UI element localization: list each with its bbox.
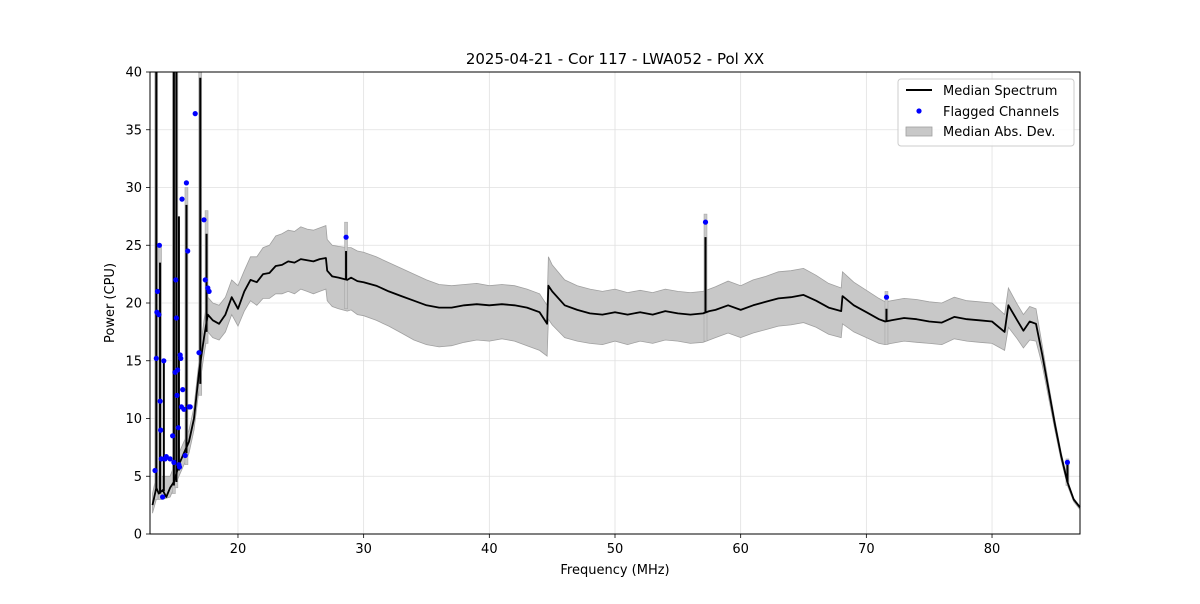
flagged-channel-point <box>156 312 162 318</box>
y-tick-label: 0 <box>134 528 142 543</box>
legend-frame <box>897 78 1075 147</box>
flagged-channel-point <box>154 288 161 294</box>
y-tick-label: 20 <box>125 297 142 312</box>
y-tick-label: 30 <box>125 181 142 196</box>
flagged-channel-point <box>158 456 164 462</box>
flagged-channel-point <box>152 467 158 474</box>
y-axis-ticks: 0 5 10 15 20 25 30 35 40 <box>125 66 150 543</box>
flagged-channel-point <box>174 392 180 398</box>
flagged-channel-point <box>192 111 198 117</box>
flagged-channel-point <box>183 180 189 186</box>
flagged-channel-point <box>187 404 193 410</box>
flagged-channel-point <box>185 248 191 254</box>
median-spectrum-line <box>151 257 1081 508</box>
legend-flagged-label: Flagged Channels <box>943 105 1059 120</box>
flagged-channel-point <box>178 355 184 361</box>
mad-band <box>152 225 1081 514</box>
flagged-channel-point <box>173 315 179 321</box>
flagged-channel-point <box>702 219 709 225</box>
flagged-channel-point <box>170 433 176 439</box>
flagged-channel-point <box>158 427 164 433</box>
flagged-channel-point <box>160 494 166 500</box>
x-tick-label: 20 <box>230 542 247 557</box>
x-tick-label: 80 <box>984 542 1001 557</box>
flagged-channel-point <box>153 355 159 361</box>
flagged-channel-point <box>883 294 890 300</box>
flagged-channel-point <box>196 350 202 356</box>
flagged-channel-point <box>201 217 207 223</box>
legend-mad-label: Median Abs. Dev. <box>943 125 1055 140</box>
y-tick-label: 15 <box>125 354 142 369</box>
x-axis-label: Frequency (MHz) <box>560 563 669 578</box>
flagged-channel-point <box>167 456 173 462</box>
flagged-channel-point <box>181 406 187 412</box>
y-tick-label: 25 <box>125 239 142 254</box>
flagged-channel-point <box>202 277 208 283</box>
legend-flagged-swatch <box>916 108 922 114</box>
y-axis-label: Power (CPU) <box>103 263 118 343</box>
y-tick-label: 35 <box>125 123 142 138</box>
y-tick-label: 5 <box>134 470 142 485</box>
legend: Median Spectrum Flagged Channels Median … <box>897 78 1075 147</box>
x-tick-label: 60 <box>732 542 749 557</box>
flagged-channel-point <box>157 398 163 404</box>
legend-mad-swatch <box>905 126 933 137</box>
flagged-channel-point <box>161 358 167 364</box>
median-spectrum-layer <box>151 72 1081 508</box>
x-axis-ticks: 20 30 40 50 60 70 80 <box>230 534 1001 557</box>
flagged-channel-point <box>171 459 177 465</box>
legend-median-label: Median Spectrum <box>943 84 1057 99</box>
flagged-channel-point <box>182 452 188 459</box>
x-tick-label: 40 <box>481 542 498 557</box>
flagged-channel-point <box>206 288 212 294</box>
flagged-channel-point <box>179 196 185 202</box>
flagged-channel-point <box>343 234 349 240</box>
flagged-channel-point <box>156 242 162 248</box>
chart-title: 2025-04-21 - Cor 117 - LWA052 - Pol XX <box>466 50 764 68</box>
flagged-channel-point <box>1064 459 1070 465</box>
flagged-channels-layer <box>152 111 1070 500</box>
y-tick-label: 40 <box>125 66 142 81</box>
y-tick-label: 10 <box>125 412 142 427</box>
flagged-channel-point <box>175 367 181 373</box>
flagged-channel-point <box>163 454 169 460</box>
x-tick-label: 50 <box>607 542 624 557</box>
x-tick-label: 30 <box>355 542 372 557</box>
flagged-channel-point <box>176 464 183 470</box>
flagged-channel-point <box>173 277 179 283</box>
flagged-channel-point <box>175 425 181 431</box>
flagged-channel-point <box>180 387 186 393</box>
x-tick-label: 70 <box>858 542 875 557</box>
